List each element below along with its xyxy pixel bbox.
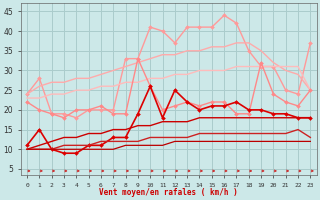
- X-axis label: Vent moyen/en rafales ( km/h ): Vent moyen/en rafales ( km/h ): [99, 188, 238, 197]
